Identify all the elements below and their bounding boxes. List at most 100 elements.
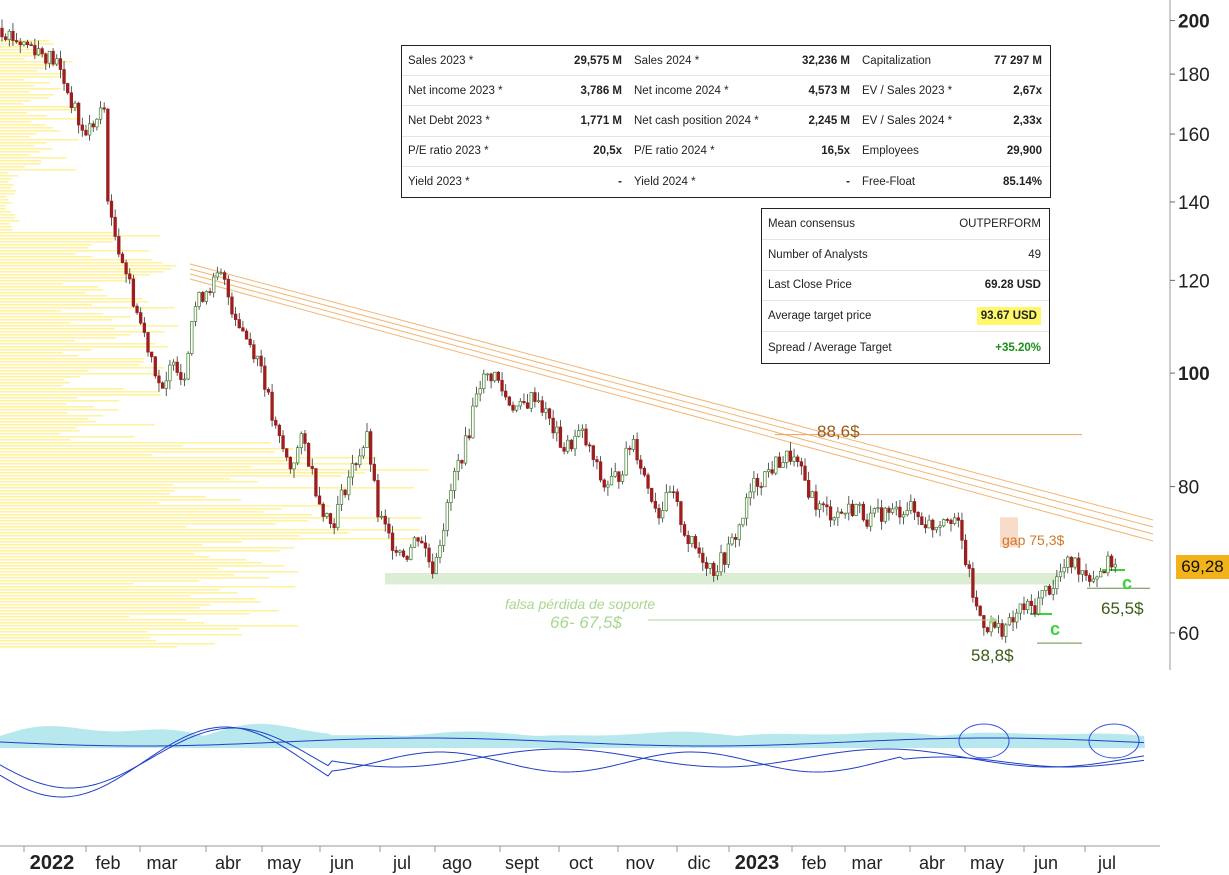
- cell-label: Capitalization: [862, 54, 932, 67]
- candle-body: [182, 378, 187, 381]
- candle-body: [938, 525, 942, 528]
- volume-profile-bar: [0, 550, 280, 552]
- candle-body: [876, 507, 880, 510]
- candle-body: [328, 513, 333, 524]
- volume-profile-bar: [0, 586, 296, 588]
- support-range-label: 66- 67,5$: [550, 613, 622, 632]
- candle-body: [44, 53, 48, 64]
- candle-body: [128, 273, 132, 280]
- candle-body: [529, 392, 533, 409]
- candle-body: [609, 475, 614, 486]
- candle-body: [1095, 576, 1099, 580]
- candle-body: [909, 501, 913, 511]
- candle-body: [905, 510, 909, 516]
- candle-body: [569, 439, 574, 450]
- volume-profile-bar: [0, 247, 89, 249]
- price-tick-label: 180: [1178, 65, 1210, 86]
- candle-body: [504, 390, 508, 398]
- volume-profile-bar: [0, 292, 86, 294]
- candle-body: [781, 462, 785, 468]
- volume-profile-bar: [0, 382, 70, 384]
- cell-label: Employees: [862, 145, 919, 158]
- volume-profile-bar: [0, 331, 165, 333]
- candle-body: [974, 597, 979, 607]
- table-row: Last Close Price 69.28 USD: [762, 271, 1049, 302]
- candle-body: [197, 292, 201, 307]
- volume-profile-bar: [0, 388, 125, 390]
- candle-body: [635, 439, 639, 461]
- candle-body: [785, 450, 789, 463]
- candle-body: [591, 445, 595, 460]
- cell-label: Net income 2024 *: [634, 84, 729, 97]
- volume-profile-bar: [0, 580, 200, 582]
- volume-profile-bar: [0, 223, 10, 225]
- candle-body: [317, 495, 322, 505]
- volume-profile-bar: [0, 538, 422, 540]
- candle-body: [18, 41, 22, 46]
- candle-body: [843, 512, 847, 515]
- volume-profile-bar: [0, 307, 175, 309]
- volume-profile-bar: [0, 85, 35, 87]
- candle-body: [263, 365, 267, 390]
- candle-body: [617, 471, 621, 482]
- volume-profile-bar: [0, 118, 78, 120]
- candle-body: [828, 506, 833, 521]
- volume-profile-bar: [0, 304, 92, 306]
- candle-body: [916, 511, 920, 518]
- candle-body: [1080, 570, 1085, 575]
- volume-profile-bar: [0, 190, 17, 192]
- candle-body: [73, 102, 77, 109]
- volume-profile-bar: [0, 262, 163, 264]
- volume-profile-bar: [0, 265, 177, 267]
- candle-body: [496, 371, 501, 381]
- volume-profile-bar: [0, 595, 191, 597]
- cell-value: 85.14%: [1002, 175, 1042, 188]
- candle-body: [226, 279, 230, 298]
- candle-body: [350, 463, 355, 478]
- candle-body: [744, 497, 749, 519]
- volume-profile-bar: [0, 571, 299, 573]
- candle-body: [401, 550, 406, 557]
- candle-body: [613, 471, 617, 477]
- candle-body: [379, 515, 384, 518]
- candle-body: [993, 621, 997, 628]
- volume-profile-bar: [0, 601, 261, 603]
- cell-label: Yield 2024 *: [634, 175, 696, 188]
- candle-body: [266, 389, 271, 393]
- candle-body: [412, 537, 417, 548]
- time-tick-label: jun: [329, 853, 354, 873]
- trendline: [189, 273, 1154, 535]
- volume-profile-bar: [0, 121, 32, 123]
- price-tick-label: 80: [1178, 478, 1199, 499]
- candle-body: [1098, 571, 1103, 578]
- candle-body: [810, 491, 814, 498]
- time-tick-label: jul: [1097, 853, 1116, 873]
- cell-value: 2,67x: [1013, 84, 1042, 97]
- volume-profile-bar: [0, 322, 71, 324]
- candle-body: [255, 355, 260, 360]
- candle-body: [660, 510, 665, 519]
- level-label-58-8: 58,8$: [971, 646, 1014, 665]
- candle-body: [752, 477, 756, 493]
- candle-body: [712, 563, 716, 576]
- candle-body: [522, 401, 526, 404]
- candle-body: [927, 519, 931, 529]
- candle-body: [427, 547, 431, 563]
- descending-trendline: [189, 263, 1154, 542]
- candle-body: [982, 615, 986, 628]
- level-label-88-6: 88,6$: [817, 422, 860, 441]
- candle-body: [624, 447, 628, 476]
- volume-profile-bar: [0, 457, 377, 459]
- candle-body: [858, 503, 862, 506]
- candle-body: [398, 550, 402, 553]
- candle-body: [321, 503, 325, 517]
- candle-body: [1073, 557, 1077, 568]
- cell-value: 20,5x: [593, 145, 622, 158]
- volume-profile-bar: [0, 100, 31, 102]
- volume-profile-bar: [0, 439, 71, 441]
- candle-body: [292, 462, 296, 470]
- candle-body: [1015, 612, 1019, 623]
- candle-body: [113, 216, 117, 237]
- candle-body: [40, 48, 44, 55]
- candle-body: [653, 501, 657, 509]
